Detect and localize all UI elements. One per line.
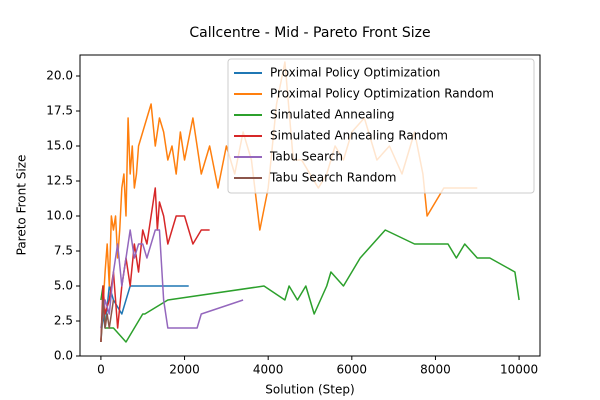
legend-label: Simulated Annealing [270, 108, 395, 122]
y-tick-label: 2.5 [54, 314, 73, 328]
y-axis-label: Pareto Front Size [15, 155, 29, 256]
x-axis-label: Solution (Step) [265, 383, 354, 397]
legend-box [227, 58, 535, 194]
y-tick-label: 5.0 [54, 279, 73, 293]
legend-label: Proximal Policy Optimization [270, 66, 440, 80]
y-tick-label: 0.0 [54, 349, 73, 363]
y-tick-label: 15.0 [46, 139, 73, 153]
y-tick-label: 12.5 [46, 174, 73, 188]
y-tick-label: 17.5 [46, 104, 73, 118]
series-line [100, 299, 115, 343]
x-tick-label: 10000 [500, 363, 538, 377]
chart-title: Callcentre - Mid - Pareto Front Size [189, 25, 430, 41]
x-tick-label: 2000 [169, 363, 200, 377]
y-tick-label: 7.5 [54, 244, 73, 258]
legend: Proximal Policy Optimization Proximal Pol… [227, 58, 535, 194]
series-line [100, 229, 520, 343]
x-tick-label: 6000 [337, 363, 368, 377]
series-line [100, 229, 244, 329]
plot-frame [79, 54, 541, 357]
legend-label: Simulated Annealing Random [270, 129, 448, 143]
legend-label: Proximal Policy Optimization Random [270, 87, 494, 101]
legend-label: Tabu Search [269, 150, 343, 164]
legend-label: Tabu Search Random [269, 171, 396, 185]
y-tick-label: 10.0 [46, 209, 73, 223]
y-tick-label: 20.0 [46, 69, 73, 83]
x-tick-label: 8000 [420, 363, 451, 377]
x-tick-label: 4000 [253, 363, 284, 377]
x-tick-label: 0 [97, 363, 105, 377]
